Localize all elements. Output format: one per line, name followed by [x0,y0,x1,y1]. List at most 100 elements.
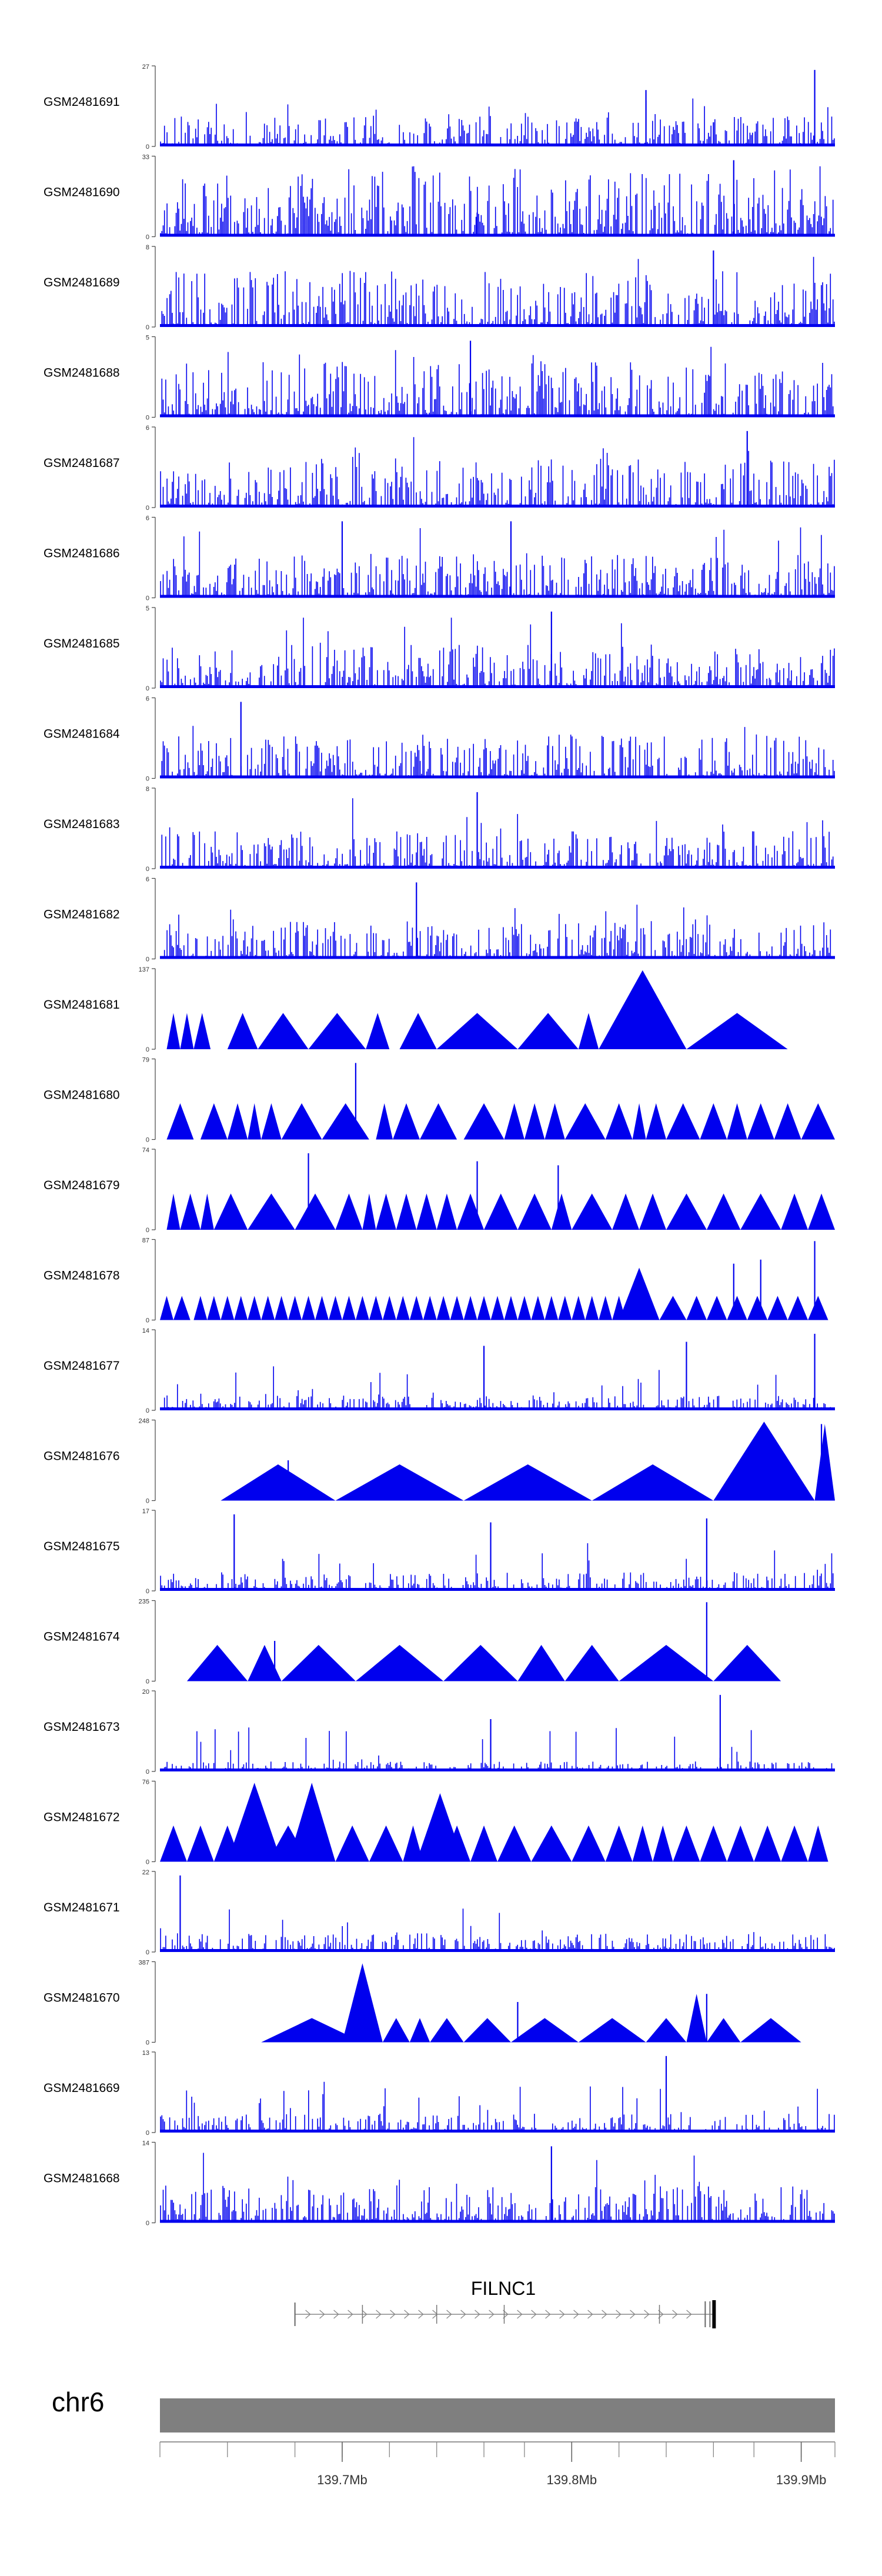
signal-peak [484,1193,518,1230]
track-label: GSM2481680 [44,1089,120,1102]
strand-arrow [545,2310,551,2319]
track-label: GSM2481679 [44,1179,120,1192]
gene-exon-terminal [712,2300,716,2328]
strand-arrow [686,2310,692,2319]
signal-peak [436,1296,450,1320]
signal-peak [564,1103,606,1140]
track-label: GSM2481677 [44,1359,120,1373]
signal-peak [463,1296,477,1320]
signal-baseline [160,595,835,598]
track-label: GSM2481687 [44,456,120,470]
coordinate-label: 139.7Mb [317,2472,368,2487]
track: GSM2481669 13 0 [44,2050,835,2137]
signal-peak [248,1296,262,1320]
signal-peak [564,1644,619,1681]
strand-arrow [404,2310,410,2319]
y-axis-max-label: 6 [146,696,149,703]
y-axis-min-label: 0 [146,2040,149,2047]
signal-peak [551,1193,572,1230]
signal-peak [443,1644,518,1681]
signal-peak [457,1193,485,1230]
signal-peak [578,2018,646,2043]
track-label: GSM2481691 [44,95,120,109]
signal-peak [315,1296,329,1320]
signal-peak [592,1464,714,1501]
signal-peak [808,1825,828,1862]
y-axis-min-label: 0 [146,1949,149,1956]
signal-peak [706,1296,727,1320]
signal-peak [200,1103,228,1140]
track-label: GSM2481676 [44,1450,120,1463]
strand-arrow [531,2310,537,2319]
y-axis-min-label: 0 [146,1859,149,1866]
signal-bars [160,618,835,688]
signal-peak [727,1296,747,1320]
signal-peak [619,1267,660,1320]
signal-peak [295,1193,336,1230]
signal-peak [814,1424,835,1501]
y-axis-min-label: 0 [146,776,149,783]
signal-peak [396,1296,410,1320]
signal-peak [686,1013,788,1049]
signal-peak [281,1103,322,1140]
signal-peak [436,1013,518,1049]
signal-peak [288,1783,336,1862]
signal-peak [329,1296,342,1320]
track-label: GSM2481686 [44,547,120,560]
signal-peak [531,1825,572,1862]
signal-peak [369,1296,383,1320]
signal-peak [220,1296,235,1320]
signal-peak [740,2018,801,2043]
signal-peak [632,1825,653,1862]
strand-arrow [432,2310,438,2319]
signal-bars [160,1543,835,1591]
strand-arrow [644,2310,650,2319]
signal-peak [544,1296,559,1320]
strand-arrow [460,2310,466,2319]
coordinate-ticks: 139.7Mb 139.8Mb 139.9Mb [159,2442,836,2487]
signal-baseline [160,2220,835,2223]
signal-peak [261,1296,275,1320]
strand-arrow [573,2310,579,2319]
signal-peak [443,1825,471,1862]
signal-peak [463,2018,511,2043]
gene-annotation-track: FILNC1 [294,2278,716,2328]
signal-peak [335,1825,369,1862]
signal-peak [261,2018,363,2043]
y-axis-min-label: 0 [146,1227,149,1234]
signal-baseline [160,956,835,959]
signal-peak [166,1193,181,1230]
signal-peak [666,1103,700,1140]
signal-peak [801,1103,835,1140]
signal-peak [639,1193,666,1230]
signal-peak [572,1193,613,1230]
strand-arrow [616,2310,622,2319]
signal-peak [186,1825,214,1862]
y-axis-max-label: 387 [139,1960,149,1967]
strand-arrow [672,2310,678,2319]
y-axis-min-label: 0 [146,866,149,873]
signal-peak [450,1296,464,1320]
signal-baseline [160,685,835,688]
y-axis-min-label: 0 [146,415,149,422]
y-axis-min-label: 0 [146,505,149,512]
signal-peak [382,1296,396,1320]
signal-peak [727,1103,747,1140]
y-axis-max-label: 8 [146,786,149,793]
track: GSM2481679 74 0 [44,1147,835,1234]
signal-bars [160,2153,835,2223]
signal-baseline [160,1949,835,1952]
y-axis-min-label: 0 [146,1679,149,1686]
y-axis-min-label: 0 [146,956,149,963]
y-axis-min-label: 0 [146,595,149,602]
signal-peak [166,1013,181,1049]
track: GSM2481681 137 0 [44,966,788,1053]
signal-baseline [160,866,835,869]
signal-peak [727,1825,754,1862]
signal-peak [173,1296,191,1320]
signal-peak [572,1296,586,1320]
strand-arrow [418,2310,424,2319]
signal-peak [510,2018,579,2043]
signal-baseline [160,233,835,237]
signal-peak [808,1296,828,1320]
